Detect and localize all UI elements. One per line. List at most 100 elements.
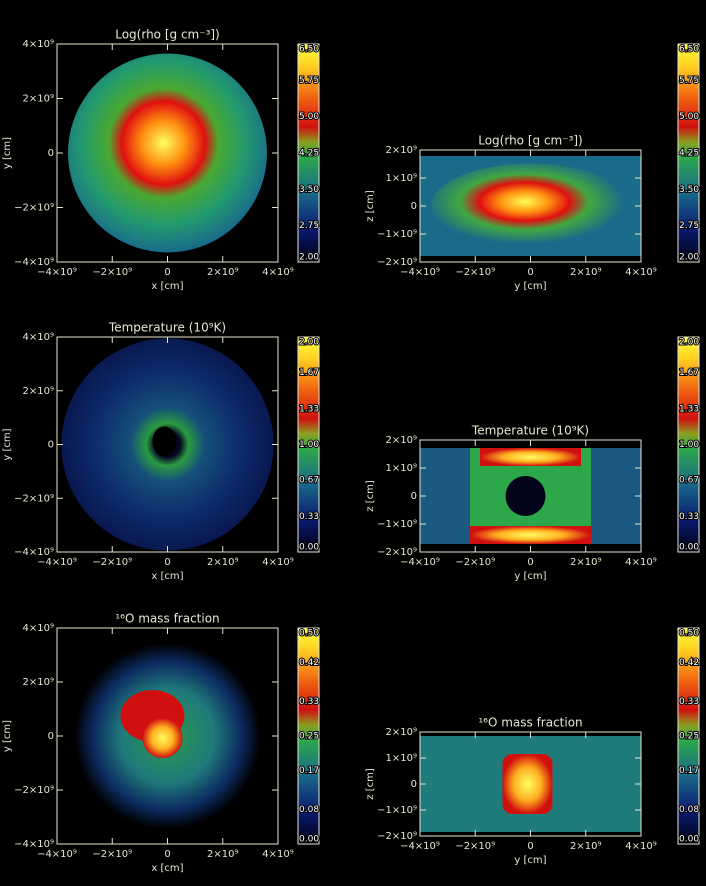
x-tick-label: −2×10⁹ <box>92 557 132 568</box>
panel-title: Temperature (10⁹K) <box>108 321 226 335</box>
y-axis-label: z [cm] <box>365 480 376 512</box>
density-map <box>431 163 630 249</box>
colorbar-tick-label: 5.00 <box>299 112 319 122</box>
x-tick-label: 4×10⁹ <box>262 267 293 278</box>
y-tick-label: 4×10⁹ <box>23 332 54 343</box>
x-axis-label: y [cm] <box>514 281 546 292</box>
colorbar-tick-label: 1.67 <box>299 368 319 378</box>
colorbar-tick-label: 1.00 <box>299 440 319 450</box>
panel-title: ¹⁶O mass fraction <box>478 716 582 730</box>
x-tick-label: −4×10⁹ <box>37 849 77 860</box>
y-tick-label: −1×10⁹ <box>377 519 417 530</box>
panel-title: Log(rho [g cm⁻³]) <box>115 28 220 42</box>
x-tick-label: −2×10⁹ <box>455 841 495 852</box>
colorbar-tick-label: 2.00 <box>679 338 699 348</box>
y-tick-label: 0 <box>48 731 54 742</box>
x-tick-label: 2×10⁹ <box>570 267 601 278</box>
y-axis-label: z [cm] <box>365 768 376 800</box>
x-tick-label: 4×10⁹ <box>625 557 656 568</box>
y-tick-label: 2×10⁹ <box>386 435 417 446</box>
colorbar-tick-label: 1.00 <box>679 440 699 450</box>
x-tick-label: 0 <box>164 557 170 568</box>
y-tick-label: 2×10⁹ <box>386 727 417 738</box>
y-tick-label: 2×10⁹ <box>23 677 54 688</box>
y-tick-label: 0 <box>411 491 417 502</box>
colorbar-tick-label: 2.00 <box>679 253 699 263</box>
y-tick-label: −4×10⁹ <box>14 257 54 268</box>
colorbar-tick-label: 0.17 <box>299 766 319 776</box>
x-axis-label: y [cm] <box>514 855 546 866</box>
y-tick-label: 1×10⁹ <box>386 173 417 184</box>
x-tick-label: 0 <box>164 849 170 860</box>
colorbar-tick-label: 1.67 <box>679 368 699 378</box>
colorbar-tick-label: 0.33 <box>299 512 319 522</box>
colorbar-tick-label: 0.00 <box>299 543 319 553</box>
colorbar-tick-label: 0.00 <box>299 835 319 845</box>
colorbar-tick-label: 0.08 <box>299 805 319 815</box>
x-tick-label: −4×10⁹ <box>400 267 440 278</box>
x-tick-label: −4×10⁹ <box>400 557 440 568</box>
cold-core <box>505 476 546 516</box>
y-tick-label: −1×10⁹ <box>377 805 417 816</box>
y-tick-label: −2×10⁹ <box>14 493 54 504</box>
x-tick-label: 2×10⁹ <box>207 849 238 860</box>
panel: Log(rho [g cm⁻³])y [cm]z [cm]−4×10⁹ −2×10… <box>365 43 700 292</box>
oxygen-blob <box>502 754 553 814</box>
y-tick-label: 0 <box>48 440 54 451</box>
colorbar-tick-label: 0.08 <box>679 805 699 815</box>
colorbar-tick-label: 0.33 <box>299 697 319 707</box>
colorbar-tick-label: 0.00 <box>679 543 699 553</box>
x-tick-label: 4×10⁹ <box>262 849 293 860</box>
x-tick-label: −2×10⁹ <box>455 557 495 568</box>
colorbar-tick-label: 4.25 <box>679 149 699 159</box>
x-tick-label: 4×10⁹ <box>262 557 293 568</box>
oxygen-blob <box>142 718 183 758</box>
y-tick-label: −2×10⁹ <box>14 785 54 796</box>
colorbar-tick-label: 0.67 <box>679 475 699 485</box>
colorbar-tick-label: 1.33 <box>679 405 699 415</box>
hot-band <box>480 448 581 466</box>
y-tick-label: 4×10⁹ <box>23 39 54 50</box>
colorbar-tick-label: 2.75 <box>299 221 319 231</box>
y-tick-label: −4×10⁹ <box>14 839 54 850</box>
y-tick-label: −2×10⁹ <box>377 547 417 558</box>
y-tick-label: 0 <box>411 201 417 212</box>
x-tick-label: 0 <box>527 557 533 568</box>
y-tick-label: 2×10⁹ <box>23 386 54 397</box>
colorbar-tick-label: 3.50 <box>299 185 319 195</box>
x-axis-label: x [cm] <box>151 571 183 582</box>
colorbar-tick-label: 1.33 <box>299 405 319 415</box>
density-map <box>68 53 267 253</box>
x-tick-label: 2×10⁹ <box>570 557 601 568</box>
y-tick-label: 0 <box>48 148 54 159</box>
y-axis-label: z [cm] <box>365 190 376 222</box>
colorbar-tick-label: 5.75 <box>679 76 699 86</box>
colorbar-tick-label: 4.25 <box>299 149 319 159</box>
x-tick-label: 0 <box>164 267 170 278</box>
colorbar-tick-label: 0.42 <box>299 658 319 668</box>
y-tick-label: 1×10⁹ <box>386 463 417 474</box>
x-tick-label: −2×10⁹ <box>92 267 132 278</box>
colorbar-tick-label: 0.50 <box>299 629 319 639</box>
colorbar-tick-label: 0.67 <box>299 475 319 485</box>
colorbar-tick-label: 0.25 <box>299 732 319 742</box>
y-tick-label: 2×10⁹ <box>386 145 417 156</box>
x-tick-label: 2×10⁹ <box>570 841 601 852</box>
colorbar-tick-label: 2.00 <box>299 338 319 348</box>
colorbar-tick-label: 6.50 <box>299 45 319 55</box>
y-tick-label: 1×10⁹ <box>386 753 417 764</box>
panel: Log(rho [g cm⁻³]) x [cm] y [cm] −4×10⁹ −2×10… <box>2 28 320 293</box>
colorbar-tick-label: 2.00 <box>299 253 319 263</box>
x-axis-label: x [cm] <box>151 281 183 292</box>
x-tick-label: 4×10⁹ <box>625 841 656 852</box>
y-tick-label: −4×10⁹ <box>14 547 54 558</box>
panel-title: ¹⁶O mass fraction <box>115 612 219 626</box>
y-tick-label: 0 <box>411 779 417 790</box>
colorbar-tick-label: 0.33 <box>679 697 699 707</box>
y-tick-label: 4×10⁹ <box>23 623 54 634</box>
colorbar-tick-label: 6.50 <box>679 45 699 55</box>
x-tick-label: 4×10⁹ <box>625 267 656 278</box>
